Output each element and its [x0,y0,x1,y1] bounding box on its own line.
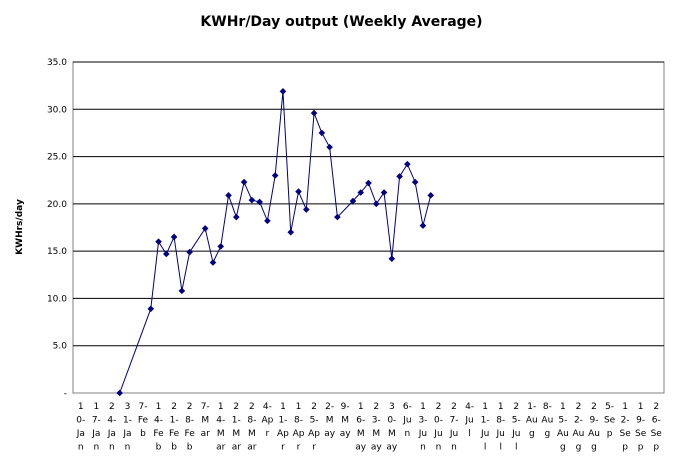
data-point [372,200,380,208]
data-point [170,233,178,241]
x-tick-label: 3 0-M ay [386,402,398,453]
y-tick-label: 5.0 [53,342,68,352]
x-tick-label: 1 8-Ju l [496,402,506,453]
chart-title: KWHr/Day output (Weekly Average) [200,14,483,30]
x-tick-label: 1 5-Au g [557,402,569,453]
x-tick-label: 2 6-Se p [651,402,663,453]
x-tick-labels: 1 0-Ja n 1 7-Ja n 2 4-Ja n 3 1-Ja n 7-Fe b 1 4-Fe b 2 1-Fe… [76,402,663,453]
x-tick-label: 2 4-Ja n [107,402,117,453]
x-tick-label: 1 6-M ay [355,402,367,453]
gridlines [73,61,664,347]
x-tick-label: 2 3-M ay [371,402,383,453]
x-tick-label: 7-M ar [201,402,211,439]
data-point [404,160,411,168]
data-point [155,238,162,245]
x-tick-label: 1 8-Ap r [293,402,305,453]
y-tick-label: 30.0 [47,105,67,115]
data-point [271,172,279,179]
y-tick-label: - [64,389,67,399]
data-point [380,189,388,196]
x-tick-label: 4-Ju l [464,402,474,439]
x-tick-label: 1 9-Se p [635,402,647,453]
x-tick-label: 3 1-Ja n [122,402,132,453]
x-tick-label: 2 8-M ar [247,402,257,453]
y-tick-labels: - 5.0 10.0 15.0 20.0 25.0 30.0 35.0 [47,58,67,399]
y-tick-label: 35.0 [47,58,67,68]
x-tick-label: 1 4-M ar [216,402,226,453]
x-tick-label: 2 7-Ju n [449,402,459,453]
x-tick-label: 1-Au g [526,402,538,439]
x-tick-label: 6-Ju n [402,402,412,439]
x-tick-label: 2-M ay [324,402,336,439]
x-tick-label: 2 0-Ju n [433,402,443,453]
data-point [217,243,225,250]
x-tick-label: 7-Fe b [138,402,149,439]
data-point [295,188,302,195]
x-tick-label: 2 5-Ap r [308,402,320,453]
data-point [186,248,193,256]
data-point [349,197,357,205]
x-tick-label: 5-Se p [604,402,616,439]
y-tick-label: 15.0 [47,247,67,257]
data-point [302,206,310,213]
data-point [411,178,419,186]
x-tick-label: 2 1-M ar [232,402,242,453]
data-point [163,250,170,258]
x-tick-label: 4-Ap r [261,402,273,439]
data-point [178,287,186,295]
data-point [147,305,155,313]
series-markers [116,88,435,397]
data-point [396,173,403,180]
y-tick-label: 10.0 [47,294,67,304]
x-tick-label: 9-M ay [340,402,352,439]
data-point [365,179,372,187]
plot-area [72,61,665,394]
data-point [256,198,263,206]
x-tick-label: 1 0-Ja n [76,402,86,453]
x-tick-label: 1 7-Ja n [91,402,101,453]
data-point [233,213,240,221]
x-tick-label: 1 3-Ju n [418,402,428,453]
data-point [310,109,318,117]
data-point [279,88,287,95]
data-point [334,213,341,221]
x-tick-label: 1 1-Ju l [480,402,490,453]
series-line [119,91,432,394]
data-point [209,259,217,266]
data-point [427,192,435,199]
x-tick-label: 2 5-Ju l [511,402,521,453]
y-tick-label: 20.0 [47,200,67,210]
data-point [225,192,232,199]
data-point [240,178,248,186]
x-tick-label: 1 4-Fe b [153,402,164,453]
x-tick-label: 2 8-Fe b [185,402,196,453]
data-point [248,196,256,204]
x-tick-label: 8-Au g [541,402,553,439]
y-tick-label: 25.0 [47,153,67,163]
x-tick-label: 2 2-Au g [573,402,585,453]
x-tick-label: 1 1-Ap r [277,402,289,453]
data-point [116,389,123,397]
x-tick-label: 2 1-Fe b [169,402,180,453]
data-point [357,189,365,196]
data-point [388,255,396,263]
data-point [326,143,333,151]
data-point [201,225,209,232]
data-point [287,228,295,236]
x-tick-label: 1 2-Se p [619,402,631,453]
data-point [264,217,271,225]
data-point [419,222,427,229]
data-point [318,129,326,137]
x-tick-label: 2 9-Au g [588,402,600,453]
